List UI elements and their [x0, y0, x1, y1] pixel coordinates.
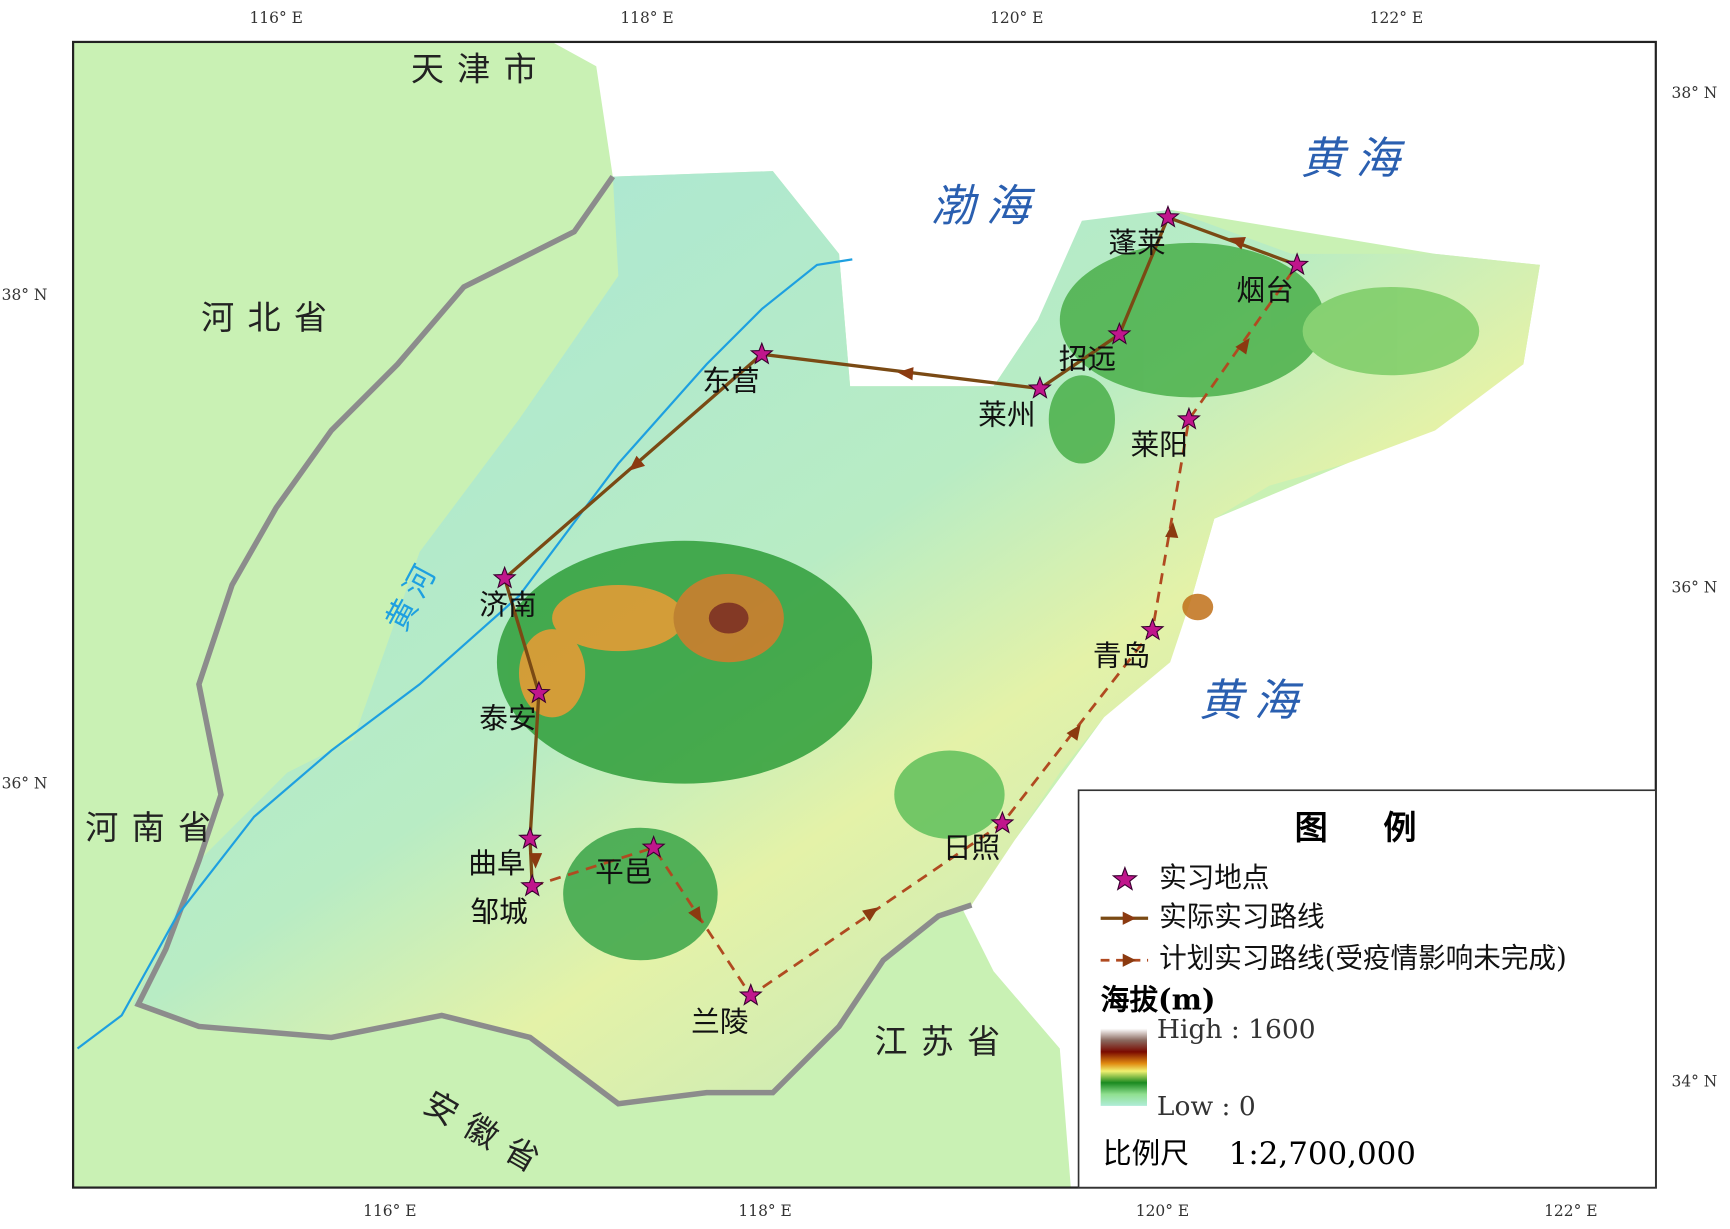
- map-frame: [71, 40, 1657, 1189]
- site-marker: [1140, 617, 1165, 641]
- coordinate-label: 36° N: [2, 775, 48, 793]
- site-label: 济南: [479, 588, 536, 622]
- sea-label: 黄海: [1300, 134, 1410, 185]
- region-label: 河南省: [85, 808, 224, 847]
- legend-item: 计划实习路线(受疫情影响未完成): [1159, 942, 1567, 975]
- sea-label: 黄海: [1199, 676, 1309, 727]
- coordinate-label: 38° N: [2, 286, 48, 304]
- legend-arrow: [1122, 953, 1136, 967]
- route-arrow: [897, 367, 914, 381]
- site-marker: [641, 835, 666, 858]
- region-label: 江苏省: [874, 1022, 1013, 1061]
- route-arrow: [1235, 338, 1250, 355]
- site-label: 日照: [943, 830, 1000, 864]
- coordinate-label: 118° E: [738, 1202, 791, 1220]
- terrain: [496, 242, 1480, 961]
- route-arrow: [1066, 724, 1081, 741]
- elevation-ramp: [1100, 1028, 1147, 1106]
- yellow-river: [76, 258, 853, 1050]
- legend-box: [1077, 789, 1657, 1189]
- coordinate-label: 122° E: [1370, 9, 1423, 27]
- site-label: 泰安: [479, 701, 536, 735]
- legend-low: Low : 0: [1157, 1091, 1256, 1122]
- legend-high: High : 1600: [1157, 1014, 1316, 1045]
- legend-title: 图 例: [1295, 808, 1439, 847]
- legend-elevation-title: 海拔(m): [1101, 983, 1216, 1017]
- coordinate-label: 36° N: [1672, 578, 1718, 596]
- site-label: 平邑: [595, 855, 652, 889]
- route-arrow: [528, 853, 543, 869]
- site-marker: [1027, 375, 1052, 399]
- site-marker: [1285, 252, 1310, 276]
- sea-label: 渤海: [931, 181, 1041, 232]
- site-label: 兰陵: [691, 1005, 748, 1039]
- site-marker: [1176, 406, 1201, 430]
- site-label: 莱阳: [1130, 427, 1187, 461]
- coordinate-label: 38° N: [1672, 84, 1718, 102]
- coordinate-label: 34° N: [1672, 1073, 1718, 1091]
- legend-arrow: [1122, 911, 1136, 925]
- route-arrow: [1165, 522, 1179, 539]
- site-label: 东营: [702, 363, 759, 397]
- site-label: 青岛: [1093, 638, 1150, 672]
- site-label: 蓬莱: [1108, 226, 1165, 260]
- site-marker: [1111, 865, 1139, 891]
- site-marker: [518, 826, 543, 850]
- legend-scale: 1:2,700,000: [1229, 1136, 1416, 1172]
- site-marker: [738, 982, 763, 1006]
- coordinate-label: 120° E: [990, 9, 1043, 27]
- route-arrow: [862, 907, 879, 922]
- site-marker: [526, 680, 551, 704]
- coordinate-label: 116° E: [249, 9, 302, 27]
- site-label: 邹城: [470, 894, 527, 928]
- site-marker: [749, 341, 774, 365]
- site-label: 莱州: [978, 398, 1035, 432]
- site-marker: [1155, 204, 1180, 228]
- route-arrow: [628, 455, 646, 471]
- coordinate-label: 118° E: [620, 9, 673, 27]
- site-marker: [990, 810, 1015, 834]
- site-label: 曲阜: [468, 846, 525, 880]
- legend-item: 实习地点: [1159, 861, 1269, 894]
- coordinate-label: 120° E: [1136, 1202, 1189, 1220]
- legend-item: 实际实习路线: [1159, 900, 1324, 933]
- region-label: 河北省: [201, 298, 340, 337]
- route-arrow: [1229, 237, 1246, 250]
- legend-scale-label: 比例尺: [1103, 1136, 1189, 1170]
- site-label: 招远: [1059, 341, 1116, 375]
- route-arrow: [688, 906, 702, 923]
- region-label: 天津市: [411, 50, 550, 89]
- province-border: [134, 175, 973, 1107]
- site-label: 烟台: [1236, 273, 1293, 307]
- site-marker: [492, 565, 517, 589]
- site-marker: [1107, 321, 1132, 345]
- coordinate-label: 122° E: [1544, 1202, 1597, 1220]
- coordinate-label: 116° E: [363, 1202, 416, 1220]
- site-marker: [520, 873, 545, 897]
